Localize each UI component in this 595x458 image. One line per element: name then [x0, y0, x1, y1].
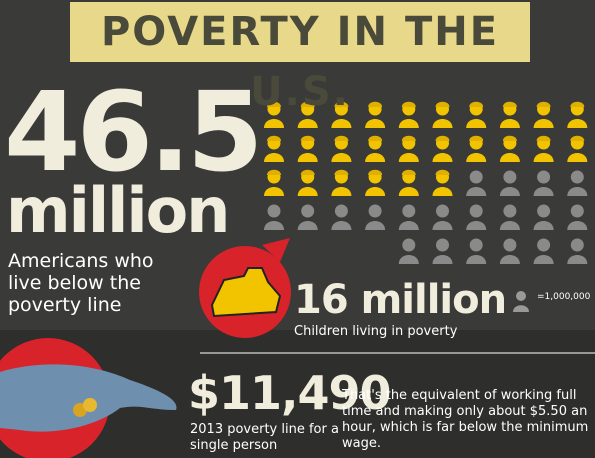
arm-icon [210, 267, 282, 318]
person-icon-highlighted [533, 135, 554, 162]
big-number: 46.5 [4, 68, 263, 196]
person-icon-highlighted [567, 135, 588, 162]
person-icon [499, 238, 520, 264]
person-icon-highlighted [466, 135, 487, 162]
person-icon-highlighted [331, 135, 352, 162]
caption: Children living in poverty [294, 324, 458, 339]
person-icon-highlighted [398, 169, 419, 196]
person-icon [331, 204, 352, 230]
big-unit: million [6, 174, 230, 247]
icon-legend: =1,000,000 [537, 292, 591, 302]
person-icon [365, 204, 386, 230]
person-icon-highlighted [432, 101, 453, 128]
person-icon [499, 204, 520, 230]
hand-icon [0, 364, 177, 432]
person-icon [567, 170, 588, 196]
children-number: 16 million [294, 277, 507, 323]
person-icon-highlighted [533, 101, 554, 128]
person-icon [264, 204, 284, 230]
person-icon-highlighted [331, 169, 352, 196]
person-icon-highlighted [499, 101, 520, 128]
person-icon-highlighted [466, 101, 487, 128]
title: POVERTY IN THE U.S. [70, 2, 530, 115]
person-icon [432, 204, 453, 230]
person-icon [466, 238, 487, 264]
note: That's the equivalent of working full ti… [342, 388, 589, 451]
person-icon-highlighted [365, 169, 386, 196]
person-icon-highlighted [365, 101, 386, 128]
person-icon [533, 204, 554, 230]
person-icon [398, 238, 419, 264]
person-icon-highlighted [398, 135, 419, 162]
person-icon-highlighted [264, 135, 284, 162]
person-icon-highlighted [331, 101, 352, 128]
person-icon-highlighted [432, 135, 453, 162]
person-icon-highlighted [297, 101, 318, 128]
icon-grid [264, 101, 588, 264]
person-icon [297, 204, 318, 230]
person-icon-highlighted [432, 169, 453, 196]
coin [83, 398, 97, 412]
person-icon-highlighted [567, 101, 588, 128]
person-icon-highlighted [297, 169, 318, 196]
amount: $11,490 [188, 366, 392, 420]
person-icon [567, 238, 588, 264]
speech-tail [262, 238, 290, 262]
person-icon-highlighted [499, 135, 520, 162]
person-icon [432, 238, 453, 264]
person-icon [533, 238, 554, 264]
legend-icon [513, 291, 529, 312]
person-icon-highlighted [264, 169, 284, 196]
caption: 2013 poverty line for a single person [190, 422, 339, 453]
person-icon-highlighted [264, 101, 284, 128]
caption: Americans who live below the poverty lin… [8, 250, 154, 316]
person-icon [499, 170, 520, 196]
person-icon-highlighted [365, 135, 386, 162]
person-icon [466, 170, 487, 196]
person-icon [466, 204, 487, 230]
person-icon [567, 204, 588, 230]
person-icon [398, 204, 419, 230]
person-icon-highlighted [398, 101, 419, 128]
person-icon-highlighted [297, 135, 318, 162]
person-icon [533, 170, 554, 196]
